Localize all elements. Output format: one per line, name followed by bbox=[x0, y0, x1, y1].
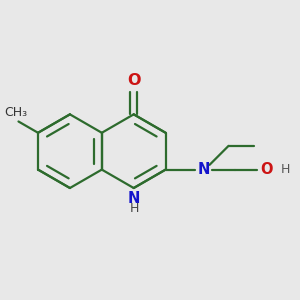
Text: O: O bbox=[261, 162, 273, 177]
Text: N: N bbox=[128, 191, 140, 206]
Text: N: N bbox=[197, 162, 210, 177]
Text: O: O bbox=[127, 73, 140, 88]
Text: CH₃: CH₃ bbox=[4, 106, 28, 119]
Text: H: H bbox=[281, 163, 290, 176]
Text: H: H bbox=[130, 202, 139, 215]
